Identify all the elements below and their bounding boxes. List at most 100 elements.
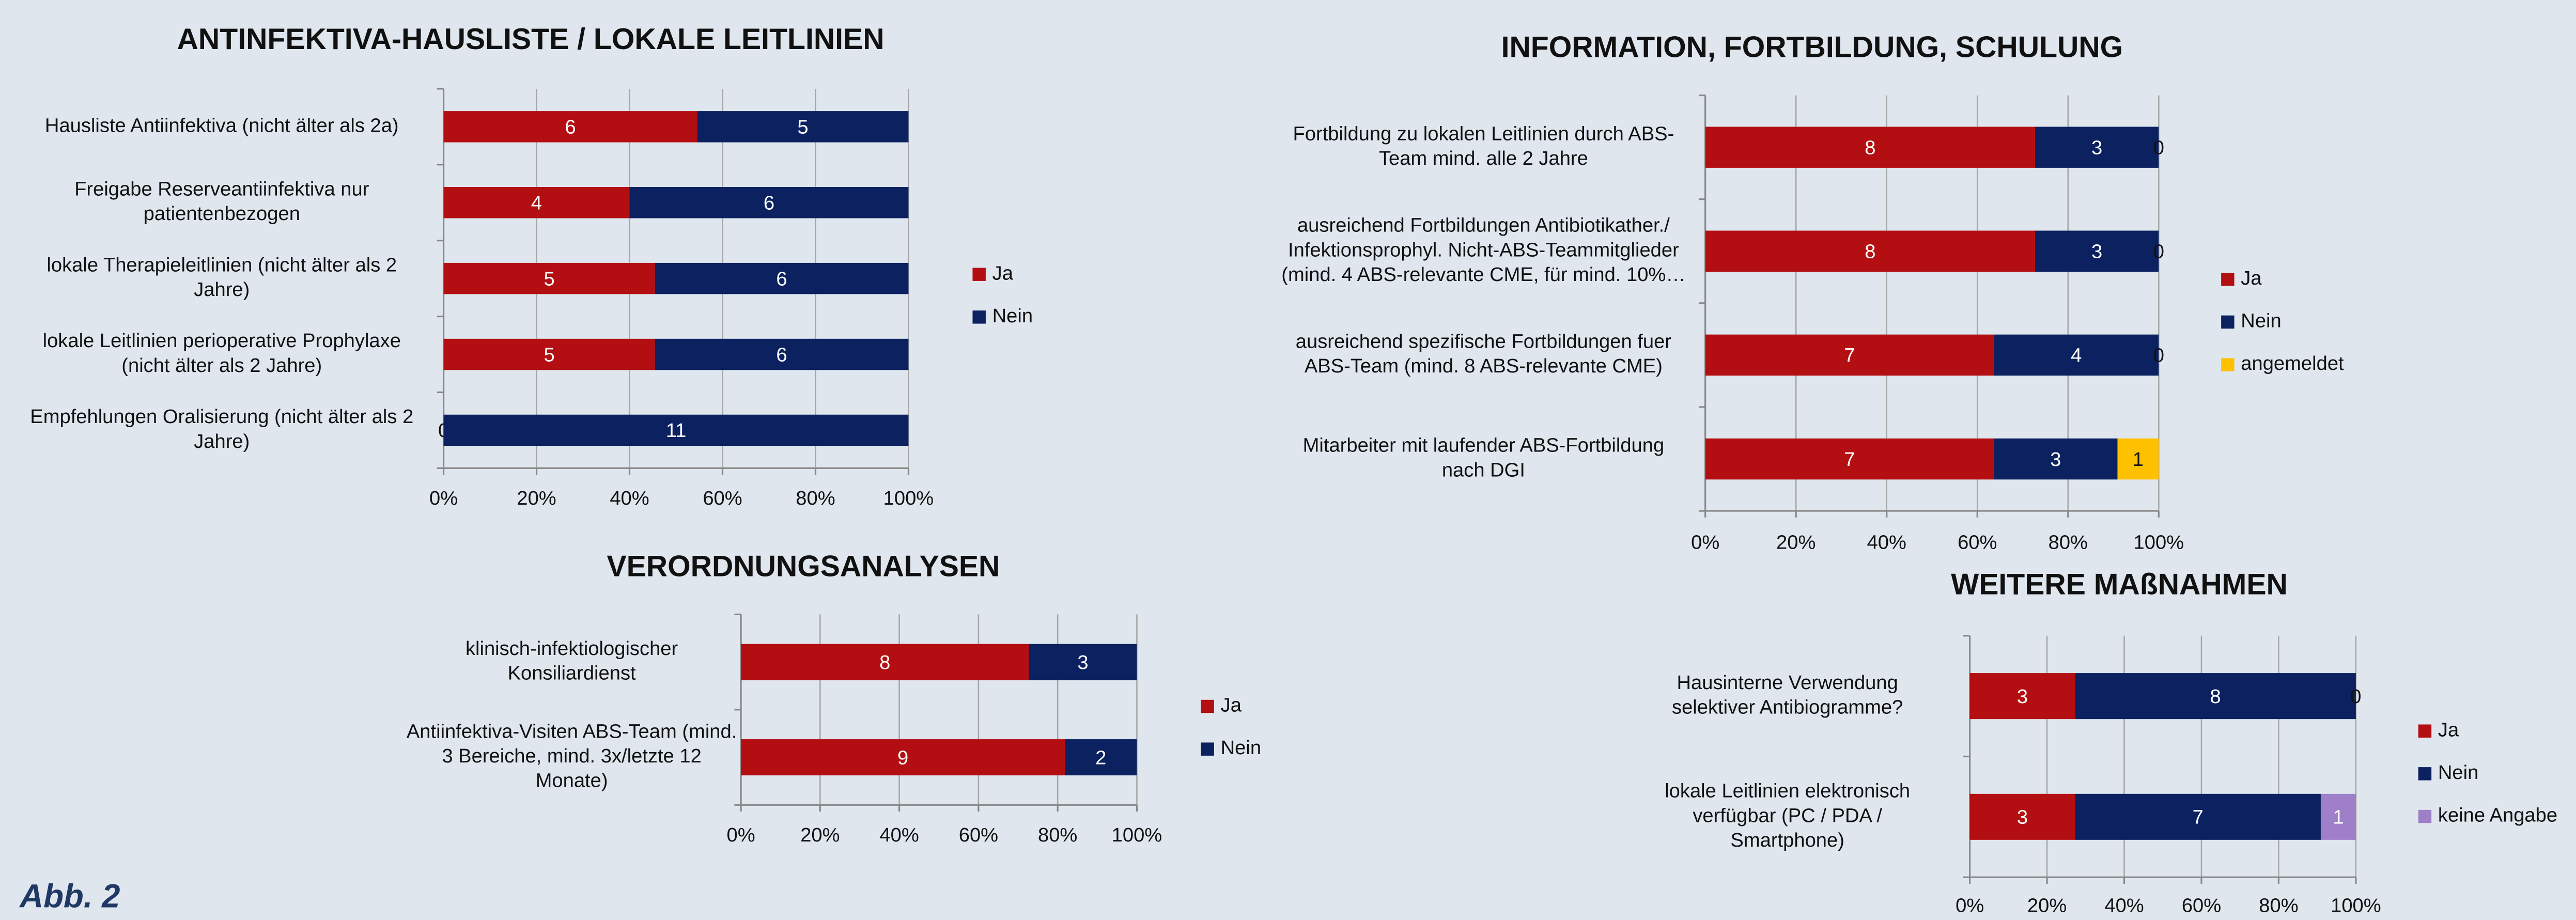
legend-label: Ja <box>992 262 1014 284</box>
bar-segment <box>2035 230 2159 272</box>
y-tick-label: Antiinfektiva-Visiten ABS-Team (mind. 3 B… <box>407 720 737 791</box>
y-tick-label: Hausinterne Verwendung selektiver Antibio… <box>1672 672 1903 719</box>
value-label: 3 <box>2017 806 2028 829</box>
value-label: 1 <box>2133 448 2144 471</box>
legend-label: Nein <box>1221 737 1261 759</box>
y-tick-label: ausreichend Fortbildungen Antibiotikathe… <box>1281 214 1685 286</box>
legend-swatch <box>2221 315 2234 329</box>
bar-segment <box>443 111 697 143</box>
bar-segment <box>1705 438 1994 480</box>
value-label: 4 <box>2071 345 2082 367</box>
x-tick-label: 0% <box>1956 894 1984 916</box>
bar-segment <box>1969 673 2075 720</box>
value-label: 7 <box>1844 448 1855 471</box>
y-tick-label: Freigabe Reserveantiinfektiva nur patient… <box>74 178 369 225</box>
value-label: 8 <box>1865 136 1875 159</box>
x-tick-label: 100% <box>2134 532 2184 554</box>
bar-segment <box>741 644 1029 680</box>
legend-swatch <box>2221 358 2234 371</box>
bar-segment <box>2117 438 2159 480</box>
bar-segment <box>2320 793 2356 840</box>
value-label: 0 <box>2153 345 2164 367</box>
legend-swatch <box>1201 742 1214 756</box>
y-tick-label: lokale Leitlinien elektronisch verfügbar … <box>1665 780 1910 851</box>
x-tick-label: 40% <box>2104 894 2144 916</box>
x-tick-label: 0% <box>1691 532 1719 554</box>
value-label: 5 <box>797 116 808 138</box>
y-tick-label: Empfehlungen Oralisierung (nicht älter a… <box>30 406 413 453</box>
x-tick-label: 40% <box>1867 532 1906 554</box>
x-tick-label: 40% <box>610 487 649 509</box>
x-tick-label: 80% <box>2259 894 2298 916</box>
value-label: 8 <box>2210 685 2221 708</box>
value-label: 3 <box>2017 685 2028 708</box>
value-label: 7 <box>1844 345 1855 367</box>
x-tick-label: 100% <box>2331 894 2381 916</box>
bar-segment <box>1029 644 1137 680</box>
value-label: 7 <box>2193 806 2203 829</box>
x-tick-label: 60% <box>703 487 742 509</box>
legend-label: Nein <box>2438 761 2478 784</box>
value-label: 6 <box>764 192 774 214</box>
x-tick-label: 60% <box>1958 532 1997 554</box>
value-label: 3 <box>2050 448 2061 471</box>
bar-segment <box>1705 334 1994 376</box>
bar-segment <box>741 739 1065 776</box>
x-tick-label: 80% <box>2049 532 2088 554</box>
x-tick-label: 20% <box>1776 532 1815 554</box>
x-tick-label: 20% <box>517 487 556 509</box>
x-tick-label: 80% <box>796 487 835 509</box>
legend-label: Ja <box>2438 719 2459 741</box>
value-label: 6 <box>565 116 576 138</box>
chart-title: ANTINFEKTIVA-HAUSLISTE / LOKALE LEITLINI… <box>177 23 884 56</box>
value-label: 8 <box>1865 241 1875 263</box>
legend-swatch <box>972 310 986 324</box>
bar-segment <box>2035 127 2159 168</box>
value-label: 11 <box>666 419 687 442</box>
bar-segment <box>1705 127 2035 168</box>
chart-title: VERORDNUNGSANALYSEN <box>607 550 1000 583</box>
value-label: 6 <box>776 344 787 366</box>
value-label: 8 <box>879 651 890 674</box>
value-label: 0 <box>2153 241 2164 263</box>
x-tick-label: 20% <box>2027 894 2067 916</box>
bar-segment <box>2075 793 2321 840</box>
value-label: 2 <box>1095 746 1106 769</box>
y-tick-label: lokale Leitlinien perioperative Prophyla… <box>43 330 401 377</box>
bar-segment <box>443 414 909 446</box>
legend-label: Ja <box>2241 267 2262 289</box>
legend-label: Nein <box>2241 309 2281 332</box>
value-label: 1 <box>2333 806 2344 829</box>
bar-segment <box>1705 230 2035 272</box>
bar-segment <box>443 338 655 370</box>
legend-swatch <box>2418 724 2432 738</box>
value-label: 0 <box>2350 685 2361 708</box>
value-label: 9 <box>897 746 908 769</box>
legend-label: Ja <box>1221 694 1242 716</box>
y-tick-label: lokale Therapieleitlinien (nicht älter a… <box>46 254 397 301</box>
bar-segment <box>629 187 909 219</box>
bar-segment <box>443 187 630 219</box>
legend-swatch <box>2418 809 2432 823</box>
bar-segment <box>697 111 909 143</box>
bar-segment <box>443 262 655 294</box>
legend-label: keine Angabe <box>2438 804 2557 827</box>
legend-swatch <box>972 268 986 281</box>
y-tick-label: Fortbildung zu lokalen Leitlinien durch … <box>1293 122 1674 169</box>
legend-label: Nein <box>992 305 1033 327</box>
bar-segment <box>1994 334 2159 376</box>
x-tick-label: 0% <box>429 487 458 509</box>
legend-swatch <box>1201 699 1214 713</box>
legend-swatch <box>2221 272 2234 286</box>
x-tick-label: 60% <box>2182 894 2221 916</box>
x-tick-label: 100% <box>1112 824 1162 846</box>
x-tick-label: 100% <box>883 487 934 509</box>
x-tick-label: 40% <box>879 824 919 846</box>
y-tick-label: Mitarbeiter mit laufender ABS-Fortbildun… <box>1303 434 1665 481</box>
value-label: 5 <box>544 268 554 290</box>
x-tick-label: 0% <box>727 824 755 846</box>
y-tick-label: Hausliste Antiinfektiva (nicht älter als… <box>45 114 399 136</box>
bar-segment <box>1994 438 2118 480</box>
bar-segment <box>1969 793 2075 840</box>
